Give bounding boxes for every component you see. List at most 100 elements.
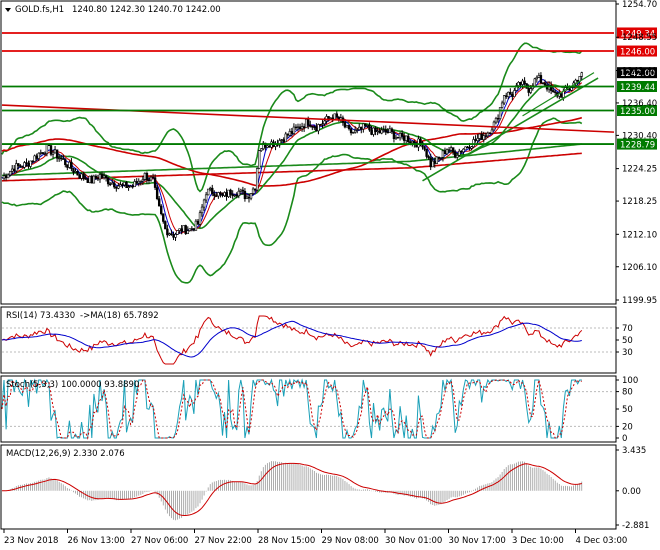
candle-body bbox=[253, 188, 257, 191]
candle-body bbox=[53, 149, 57, 154]
candle-body bbox=[529, 88, 532, 93]
chevron-down-icon[interactable] bbox=[5, 8, 11, 12]
y-tick-label: -2.881 bbox=[622, 521, 649, 531]
candle-body bbox=[64, 159, 67, 165]
y-tick-label: 1218.25 bbox=[622, 197, 657, 207]
candle-body bbox=[329, 117, 332, 120]
candle-body bbox=[164, 221, 167, 230]
candle-body bbox=[468, 146, 471, 149]
candle-body bbox=[227, 189, 230, 197]
candle-body bbox=[92, 175, 96, 184]
candle-body bbox=[384, 129, 387, 133]
candle-body bbox=[192, 228, 196, 231]
candle-body bbox=[204, 194, 208, 201]
candle-body bbox=[117, 185, 120, 189]
candle-body bbox=[323, 120, 326, 125]
candle-body bbox=[435, 156, 439, 164]
candle-body bbox=[321, 123, 324, 125]
candle-body bbox=[390, 128, 394, 132]
candle-body bbox=[233, 194, 236, 197]
candle-body bbox=[84, 178, 87, 180]
candle-body bbox=[43, 153, 47, 155]
candle-body bbox=[176, 230, 179, 235]
x-tick-label: 27 Nov 06:00 bbox=[131, 536, 188, 546]
candle-body bbox=[237, 190, 240, 197]
candle-body bbox=[398, 132, 402, 139]
rsi-ma-label: ->MA(18) 65.7892 bbox=[80, 311, 159, 321]
candle-body bbox=[298, 126, 302, 130]
candle-body bbox=[327, 116, 330, 119]
candle-body bbox=[300, 126, 304, 130]
candle-body bbox=[372, 127, 375, 135]
candle-body bbox=[11, 168, 14, 172]
candle-body bbox=[353, 130, 357, 133]
x-tick-label: 28 Nov 15:00 bbox=[258, 536, 315, 546]
candle-body bbox=[49, 145, 53, 155]
candle-body bbox=[460, 150, 463, 153]
candle-body bbox=[78, 174, 81, 179]
candle-body bbox=[394, 137, 398, 140]
candle-body bbox=[70, 161, 73, 169]
candle-body bbox=[364, 123, 367, 126]
candle-body bbox=[231, 194, 234, 196]
candle-body bbox=[502, 95, 506, 104]
y-tick-label: 1248.55 bbox=[622, 33, 657, 43]
candle-body bbox=[523, 80, 526, 84]
stoch-d-line bbox=[1, 378, 582, 440]
candle-body bbox=[376, 130, 379, 132]
y-tick-label: 50 bbox=[622, 336, 633, 346]
candle-body bbox=[190, 228, 194, 230]
candle-body bbox=[449, 147, 453, 151]
candle-body bbox=[33, 155, 36, 162]
candle-body bbox=[317, 124, 320, 132]
candle-body bbox=[453, 151, 457, 158]
candle-body bbox=[554, 91, 557, 93]
candle-body bbox=[90, 175, 94, 184]
candle-body bbox=[366, 124, 369, 127]
x-tick-label: 3 Dec 10:00 bbox=[512, 536, 564, 546]
candle-body bbox=[580, 72, 583, 77]
candle-body bbox=[135, 181, 138, 184]
candle-body bbox=[351, 131, 355, 134]
candle-body bbox=[249, 193, 253, 199]
candle-body bbox=[127, 186, 130, 189]
candle-body bbox=[2, 175, 6, 179]
candle-body bbox=[133, 181, 136, 188]
candle-body bbox=[255, 168, 259, 191]
candle-body bbox=[172, 234, 175, 238]
level-price-box bbox=[617, 45, 657, 57]
candle-body bbox=[213, 193, 216, 197]
last-price-label: 1242.00 bbox=[620, 69, 655, 79]
candle-body bbox=[382, 129, 385, 131]
candle-body bbox=[211, 187, 214, 194]
candle-body bbox=[498, 107, 502, 119]
candle-body bbox=[360, 126, 363, 130]
level-price-box bbox=[617, 81, 657, 93]
candle-body bbox=[409, 141, 412, 144]
chart-title: GOLD.fs,H1 1240.80 1242.30 1240.70 1242.… bbox=[5, 5, 221, 15]
candle-body bbox=[98, 174, 102, 180]
candle-body bbox=[268, 145, 271, 148]
candle-body bbox=[188, 228, 192, 231]
candle-body bbox=[59, 157, 63, 160]
candle-body bbox=[143, 172, 147, 180]
candle-body bbox=[388, 128, 392, 133]
y-tick-label: 1224.25 bbox=[622, 165, 657, 175]
candle-body bbox=[533, 78, 537, 87]
macd-signal-line bbox=[1, 462, 582, 516]
candle-body bbox=[219, 192, 222, 195]
candle-body bbox=[280, 139, 283, 141]
candle-body bbox=[147, 179, 151, 182]
y-tick-label: 1254.70 bbox=[622, 0, 657, 10]
candle-body bbox=[102, 175, 106, 178]
candle-body bbox=[429, 157, 432, 168]
candle-body bbox=[362, 123, 365, 130]
candle-body bbox=[266, 145, 269, 148]
candle-body bbox=[505, 95, 508, 97]
trendline bbox=[1, 104, 615, 133]
candle-body bbox=[94, 175, 98, 179]
candle-body bbox=[378, 130, 381, 134]
candle-body bbox=[62, 158, 65, 160]
candle-body bbox=[221, 193, 224, 196]
bollinger-upper-line bbox=[1, 42, 583, 193]
